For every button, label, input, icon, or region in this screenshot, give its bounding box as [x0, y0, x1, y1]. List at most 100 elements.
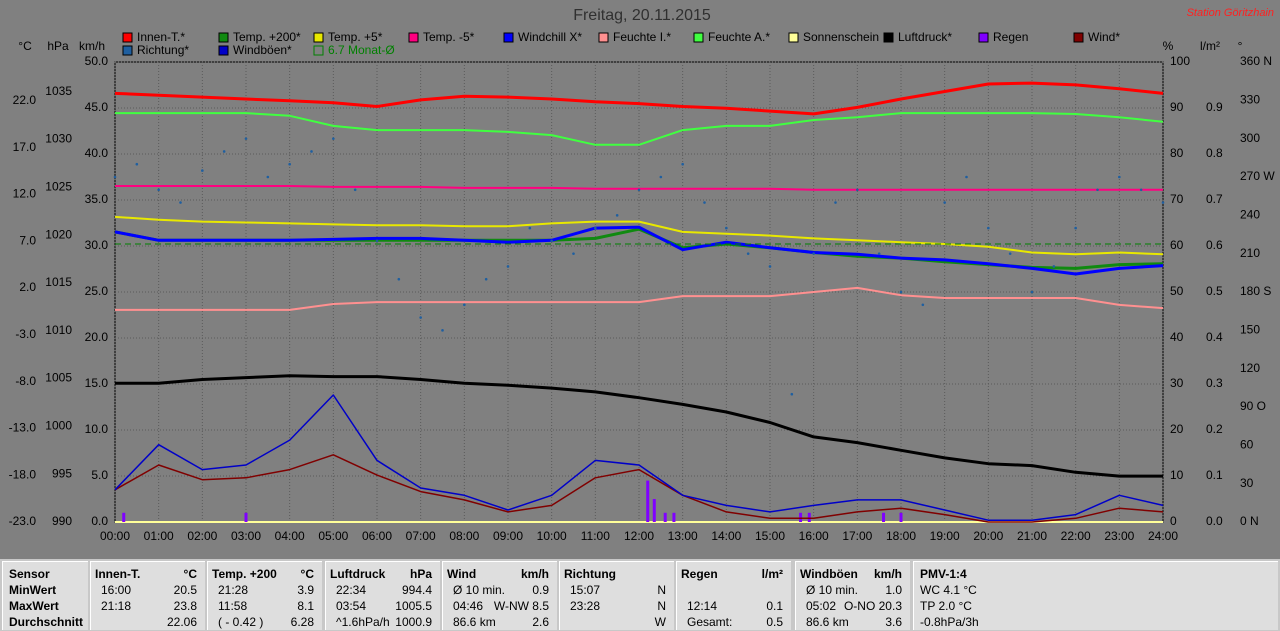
- y-tick-label: 40.0: [85, 146, 109, 160]
- legend-label: Windchill X*: [518, 30, 582, 44]
- y-tick-label: 240: [1240, 208, 1260, 222]
- time: 05:02: [806, 599, 837, 613]
- value: 0.9: [532, 583, 549, 597]
- value: 1.0: [885, 583, 902, 597]
- direction-point: [899, 290, 903, 294]
- value: 20.5: [173, 583, 197, 597]
- legend-label: Innen-T.*: [137, 30, 185, 44]
- direction-point: [266, 175, 270, 179]
- y-tick-label: 1000: [45, 419, 72, 433]
- y-tick-label: 12.0: [13, 187, 37, 201]
- time: 04:46: [453, 599, 484, 613]
- x-tick-label: 02:00: [187, 529, 217, 543]
- x-tick-label: 24:00: [1148, 529, 1178, 543]
- rain-bar: [807, 512, 811, 522]
- rain-bar: [122, 512, 126, 522]
- y-tick-label: 5.0: [91, 468, 108, 482]
- unit: km/h: [520, 567, 549, 581]
- header: PMV-1:4: [920, 567, 967, 581]
- y-tick-label: 60: [1170, 238, 1184, 252]
- direction-point: [1008, 252, 1012, 255]
- y-tick-label: 30: [1170, 376, 1184, 390]
- y-tick-label: -18.0: [9, 467, 37, 481]
- direction-point: [1030, 290, 1034, 294]
- direction-point: [506, 265, 510, 268]
- rain-bar: [646, 480, 650, 522]
- value: 1000.9: [395, 615, 432, 629]
- series-line: [114, 215, 1164, 256]
- y-tick-label: 300: [1240, 131, 1260, 145]
- y-tick-label: 25.0: [85, 284, 109, 298]
- x-tick-label: 01:00: [144, 529, 174, 543]
- x-tick-label: 00:00: [100, 529, 130, 543]
- x-tick-label: 10:00: [537, 529, 567, 543]
- y-tick-label: 30: [1240, 476, 1254, 490]
- legend-swatch: [122, 45, 133, 56]
- time: 11:58: [218, 599, 248, 613]
- y-tick-label: 10.0: [85, 422, 109, 436]
- legend-label: Wind*: [1088, 30, 1120, 44]
- x-tick-label: 08:00: [449, 529, 479, 543]
- legend-label: Windböen*: [233, 43, 292, 57]
- axis-unit: °C: [18, 39, 32, 53]
- legend-swatch: [1073, 32, 1084, 43]
- y-tick-label: 120: [1240, 361, 1260, 375]
- y-tick-label: 0.8: [1206, 146, 1223, 160]
- y-tick-label: 45.0: [85, 100, 109, 114]
- direction-point: [615, 214, 619, 217]
- direction-point: [397, 277, 401, 281]
- legend-swatch: [503, 32, 514, 43]
- legend-label: 6.7 Monat-Ø: [328, 43, 395, 57]
- direction-point: [157, 188, 160, 192]
- direction-point: [135, 162, 139, 166]
- y-tick-label: 1015: [45, 275, 72, 289]
- y-tick-label: 0.4: [1206, 330, 1223, 344]
- legend-swatch: [978, 32, 989, 43]
- y-tick-label: 90 O: [1240, 399, 1266, 413]
- pmv-line: WC 4.1 °C: [920, 583, 977, 597]
- series-line: [115, 374, 1163, 478]
- direction-point: [681, 162, 684, 166]
- direction-point: [1074, 226, 1077, 230]
- rain-bar: [799, 512, 803, 522]
- x-tick-label: 13:00: [668, 529, 698, 543]
- direction-point: [572, 252, 575, 255]
- y-tick-label: 1020: [45, 227, 72, 241]
- x-tick-label: 22:00: [1061, 529, 1091, 543]
- time: Ø 10 min.: [806, 583, 859, 597]
- header: Temp. +200: [212, 567, 277, 581]
- value: 8.1: [297, 599, 314, 613]
- chart: Freitag, 20.11.2015 Station Göritzhain 0…: [9, 7, 1276, 543]
- y-tick-label: 20.0: [85, 330, 109, 344]
- direction-point: [528, 226, 532, 230]
- time: ^1.6hPa/h: [336, 615, 390, 629]
- y-tick-label: -8.0: [15, 374, 36, 388]
- y-tick-label: 210: [1240, 246, 1260, 260]
- rain-bar: [672, 512, 676, 522]
- row-label: Durchschnitt: [9, 615, 84, 629]
- time: Gesamt:: [687, 615, 733, 629]
- direction-point: [594, 226, 597, 230]
- x-tick-label: 20:00: [973, 529, 1003, 543]
- direction-point: [746, 252, 750, 255]
- axis-unit: %: [1163, 39, 1174, 53]
- y-tick-label: 90: [1170, 100, 1184, 114]
- y-tick-label: 70: [1170, 192, 1184, 206]
- unit: °C: [183, 567, 197, 581]
- direction-point: [921, 303, 925, 307]
- direction-point: [484, 277, 488, 281]
- stat-panel: Innen-T. °C 16:00 20.5 21:18 23.8 22.06: [90, 561, 205, 630]
- time: 03:54: [336, 599, 367, 613]
- x-tick-label: 06:00: [362, 529, 392, 543]
- direction-point: [179, 201, 182, 204]
- series-line: [115, 286, 1164, 311]
- legend-label: Feuchte I.*: [613, 30, 671, 44]
- header: Richtung: [564, 567, 616, 581]
- legend-label: Sonnenschein: [803, 30, 879, 44]
- y-tick-label: 35.0: [85, 192, 109, 206]
- y-tick-label: -3.0: [15, 327, 36, 341]
- direction-point: [288, 162, 291, 166]
- x-tick-label: 15:00: [755, 529, 785, 543]
- header: Luftdruck: [330, 567, 386, 581]
